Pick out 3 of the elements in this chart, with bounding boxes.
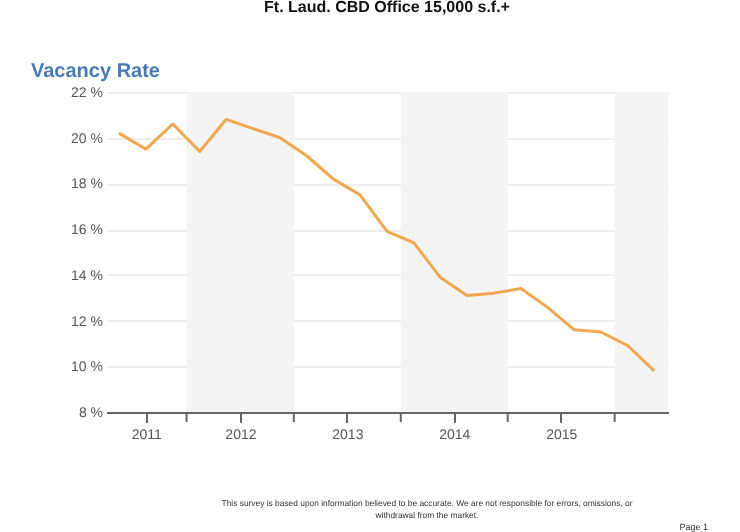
line-series: [117, 117, 656, 373]
y-axis-title: Vacancy Rate: [31, 61, 161, 83]
chart-title: Ft. Laud. CBD Office 15,000 s.f.+: [264, 0, 511, 16]
